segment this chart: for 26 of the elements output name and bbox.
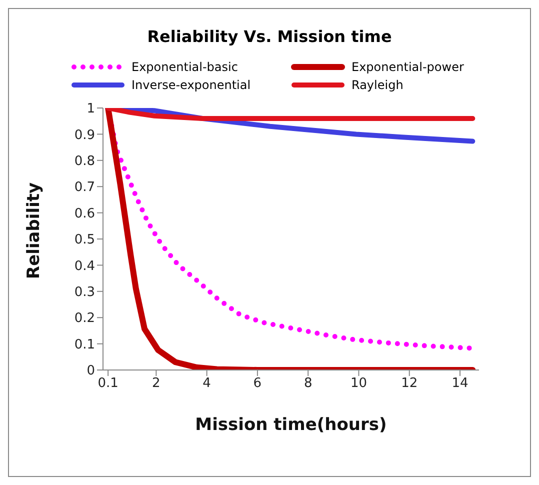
- x-tick-label: 8: [304, 376, 312, 392]
- y-tick-label: 0.3: [74, 285, 95, 300]
- x-tick-label: 4: [202, 376, 211, 392]
- x-tick-label: 0.1: [98, 376, 118, 392]
- y-axis-title: Reliability: [24, 182, 44, 279]
- legend-label: Exponential-basic: [132, 60, 238, 74]
- chart-title: Reliability Vs. Mission time: [146, 27, 393, 46]
- y-tick-label: 0.8: [74, 154, 95, 170]
- x-tick-label: 2: [152, 376, 160, 392]
- y-tick-label: 0.6: [74, 206, 95, 222]
- legend-label: Exponential-power: [352, 60, 464, 74]
- x-tick-label: 6: [253, 376, 262, 392]
- y-tick-label: 0: [86, 364, 95, 379]
- y-tick-label: 0.9: [74, 128, 95, 143]
- legend-label: Rayleigh: [352, 78, 404, 92]
- y-tick-label: 0.5: [74, 232, 95, 248]
- y-tick-label: 0.4: [74, 258, 95, 274]
- x-tick-label: 12: [401, 376, 418, 392]
- y-tick-label: 0.2: [74, 311, 95, 326]
- x-tick-label: 10: [350, 376, 368, 392]
- x-axis-title: Mission time(hours): [195, 415, 387, 435]
- y-tick-label: 1: [86, 102, 95, 117]
- y-tick-label: 0.1: [74, 337, 95, 352]
- x-tick-label: 14: [452, 376, 468, 392]
- y-tick-label: 0.7: [74, 180, 95, 196]
- legend-label: Inverse-exponential: [132, 78, 251, 92]
